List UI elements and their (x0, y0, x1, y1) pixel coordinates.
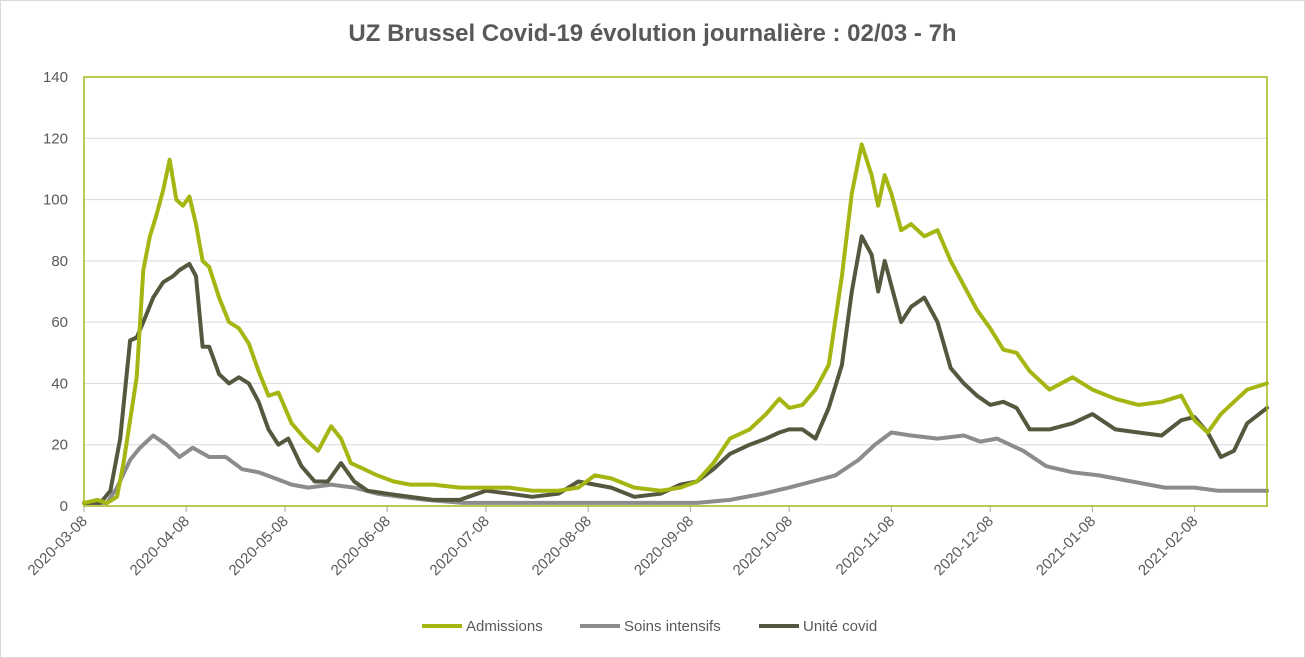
y-tick-label: 0 (60, 498, 68, 515)
y-tick-label: 40 (51, 375, 68, 392)
x-axis-ticks: 2020-03-08 2020-04-08 2020-05-08 2020-06-08… (25, 506, 1201, 579)
legend-label: Unité covid (803, 618, 877, 635)
y-tick-label: 60 (51, 314, 68, 331)
x-tick-label: 2020-12-08 (931, 513, 997, 579)
x-tick-label: 2020-07-08 (427, 513, 493, 579)
legend-label: Admissions (466, 618, 543, 635)
series-line-unit-covid (82, 234, 1269, 505)
grid-lines (84, 137, 1267, 446)
x-tick-label: 2020-09-08 (631, 513, 697, 579)
x-tick-label: 2021-01-08 (1033, 513, 1099, 579)
x-tick-label: 2020-03-08 (25, 513, 91, 579)
chart-title: UZ Brussel Covid-19 évolution journalièr… (348, 20, 957, 47)
series-line-soins-intensifs (82, 430, 1269, 505)
x-tick-label: 2020-11-08 (833, 513, 898, 578)
y-tick-label: 80 (51, 253, 68, 270)
x-tick-label: 2020-05-08 (226, 513, 292, 579)
y-tick-label: 20 (51, 437, 68, 454)
legend-item: Admissions (422, 618, 543, 635)
y-axis-ticks: 0 20 40 60 80 100 120 140 (43, 69, 68, 515)
y-tick-label: 140 (43, 69, 68, 86)
plot-area-border (83, 76, 1268, 507)
x-tick-label: 2020-04-08 (127, 513, 193, 579)
legend-item: Soins intensifs (580, 618, 721, 635)
series-lines (82, 142, 1269, 505)
x-tick-label: 2020-08-08 (529, 513, 595, 579)
x-tick-label: 2020-06-08 (328, 513, 394, 579)
legend-item: Unité covid (759, 618, 877, 635)
y-tick-label: 100 (43, 192, 68, 209)
series-line-admissions (82, 142, 1269, 505)
y-tick-label: 120 (43, 130, 68, 147)
x-tick-label: 2020-10-08 (730, 513, 796, 579)
legend-label: Soins intensifs (624, 618, 721, 635)
x-tick-label: 2021-02-08 (1135, 513, 1201, 579)
legend: Admissions Soins intensifs Unité covid (422, 618, 877, 635)
